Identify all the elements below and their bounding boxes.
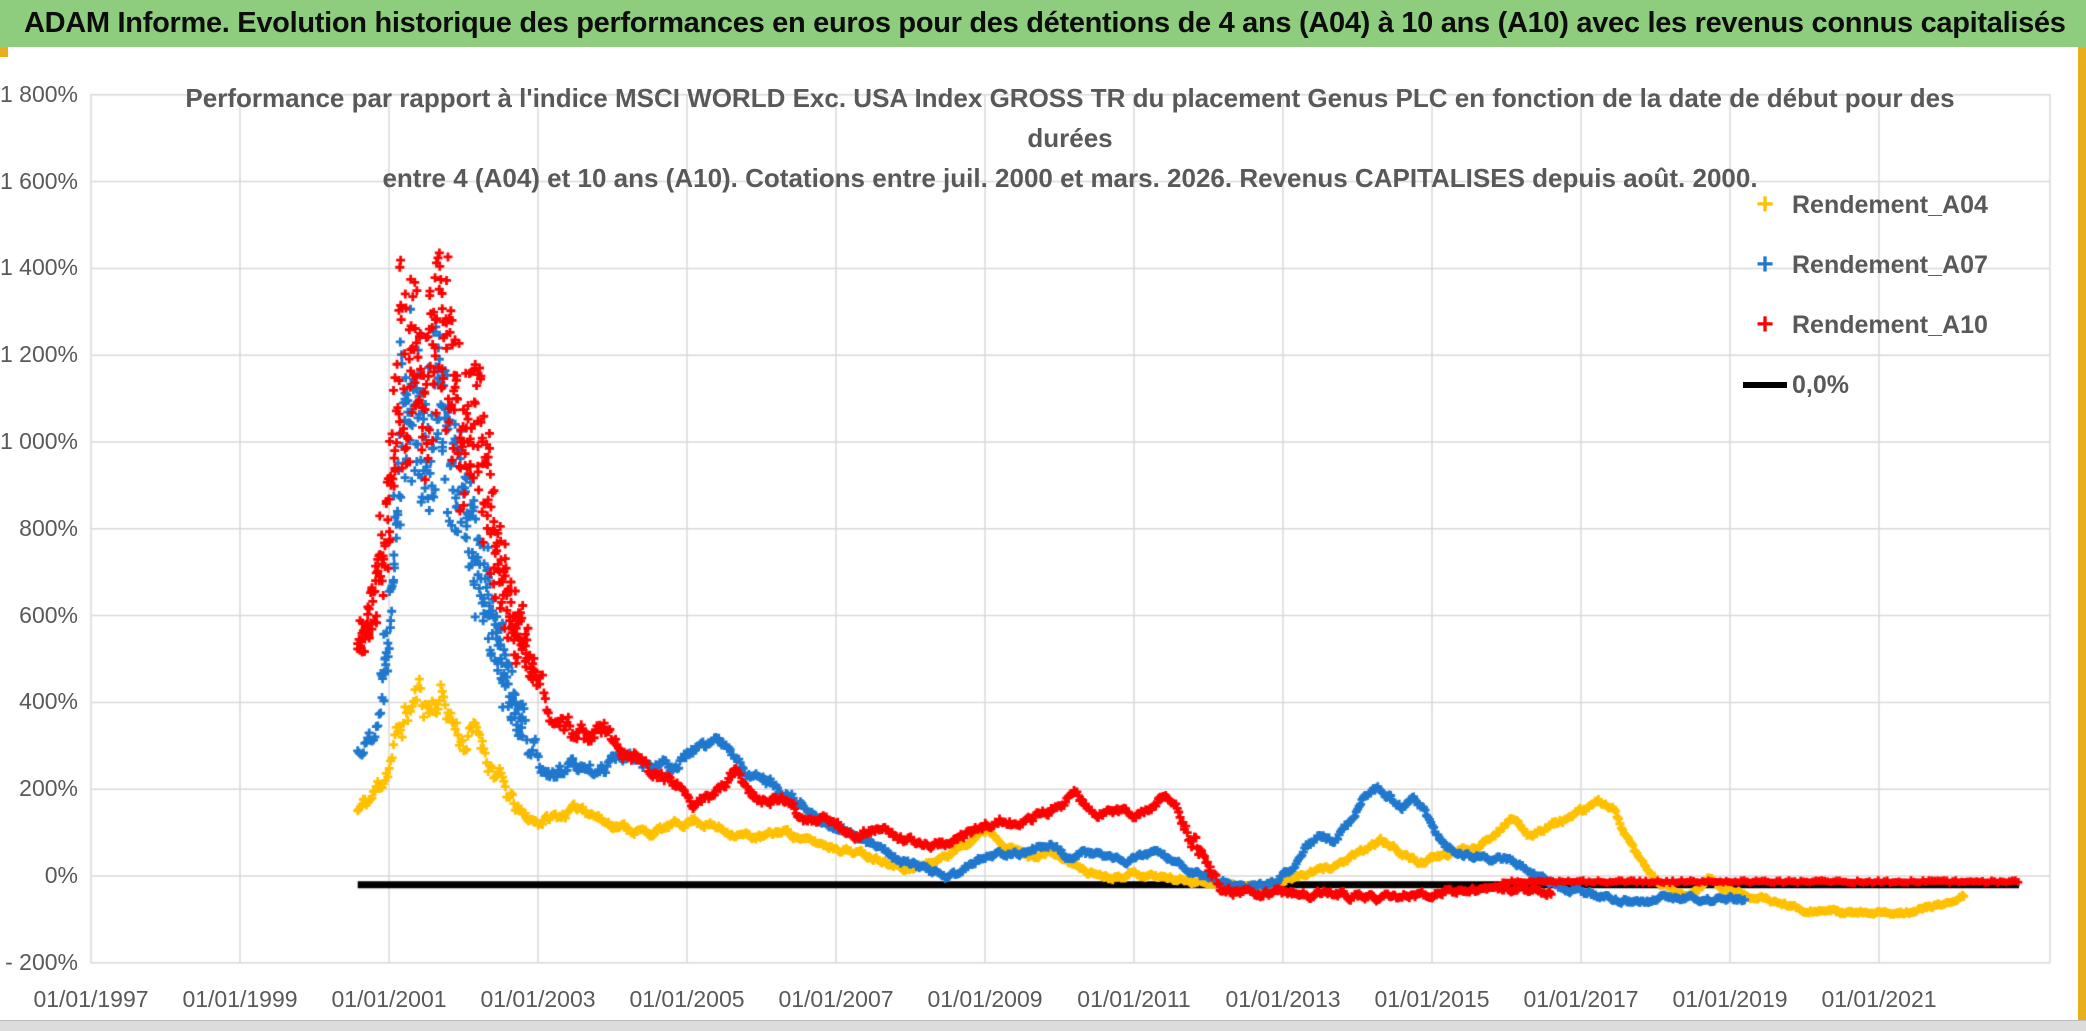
y-axis-label: 1 200%: [0, 341, 79, 368]
x-axis-label: 01/01/2015: [1374, 986, 1490, 1012]
performance-scatter-chart[interactable]: [0, 47, 2086, 1020]
y-axis-label: 1 600%: [0, 167, 79, 194]
legend-item-rendement-a10[interactable]: + Rendement_A10: [1742, 308, 1988, 341]
legend-plus-marker-icon: +: [1756, 248, 1774, 281]
x-axis-label: 01/01/2019: [1672, 986, 1788, 1012]
y-axis-label: 400%: [19, 688, 78, 715]
legend-label: Rendement_A10: [1792, 310, 1988, 339]
x-axis-label: 01/01/2017: [1523, 986, 1639, 1012]
window-edge-right: [2078, 47, 2086, 1020]
legend-item-rendement-a07[interactable]: + Rendement_A07: [1742, 248, 1988, 281]
x-axis-label: 01/01/2011: [1077, 986, 1191, 1012]
sheet-title-text: ADAM Informe. Evolution historique des p…: [24, 7, 2066, 39]
legend-plus-marker-icon: +: [1756, 308, 1774, 341]
y-axis-label: 1 800%: [0, 80, 79, 107]
x-axis-label: 01/01/1997: [33, 986, 149, 1012]
y-axis-label: 1 000%: [0, 428, 79, 454]
legend-label: Rendement_A07: [1792, 250, 1988, 279]
window-edge-left: [0, 47, 8, 57]
y-axis-label: 200%: [19, 775, 78, 802]
x-axis-label: 01/01/2005: [629, 986, 745, 1012]
x-axis-label: 01/01/1999: [182, 986, 298, 1012]
x-axis-label: 01/01/2021: [1821, 986, 1937, 1012]
legend-label: Rendement_A04: [1792, 190, 1988, 219]
x-axis-label: 01/01/2001: [331, 986, 447, 1012]
x-axis-label: 01/01/2009: [927, 986, 1043, 1012]
x-axis-label: 01/01/2007: [778, 986, 894, 1012]
legend-plus-marker-icon: +: [1756, 188, 1774, 221]
chart-legend: + Rendement_A04 + Rendement_A07 + Rendement_A…: [1742, 188, 1988, 432]
sheet-title-bar: ADAM Informe. Evolution historique des p…: [0, 0, 2086, 47]
legend-item-0-0-[interactable]: 0,0%: [1742, 370, 1988, 399]
y-axis-label: 0%: [44, 862, 78, 888]
y-axis-label: 600%: [19, 601, 78, 628]
legend-item-rendement-a04[interactable]: + Rendement_A04: [1742, 188, 1988, 221]
x-axis-label: 01/01/2013: [1225, 986, 1341, 1012]
y-axis-label: 1 400%: [0, 254, 79, 281]
x-axis-label: 01/01/2003: [480, 986, 596, 1012]
y-axis-label: 800%: [19, 514, 78, 541]
y-axis-label: - 200%: [5, 948, 78, 975]
legend-label: 0,0%: [1792, 370, 1849, 399]
legend-line-marker-icon: [1742, 382, 1788, 388]
window-bottom-strip: [0, 1020, 2086, 1031]
